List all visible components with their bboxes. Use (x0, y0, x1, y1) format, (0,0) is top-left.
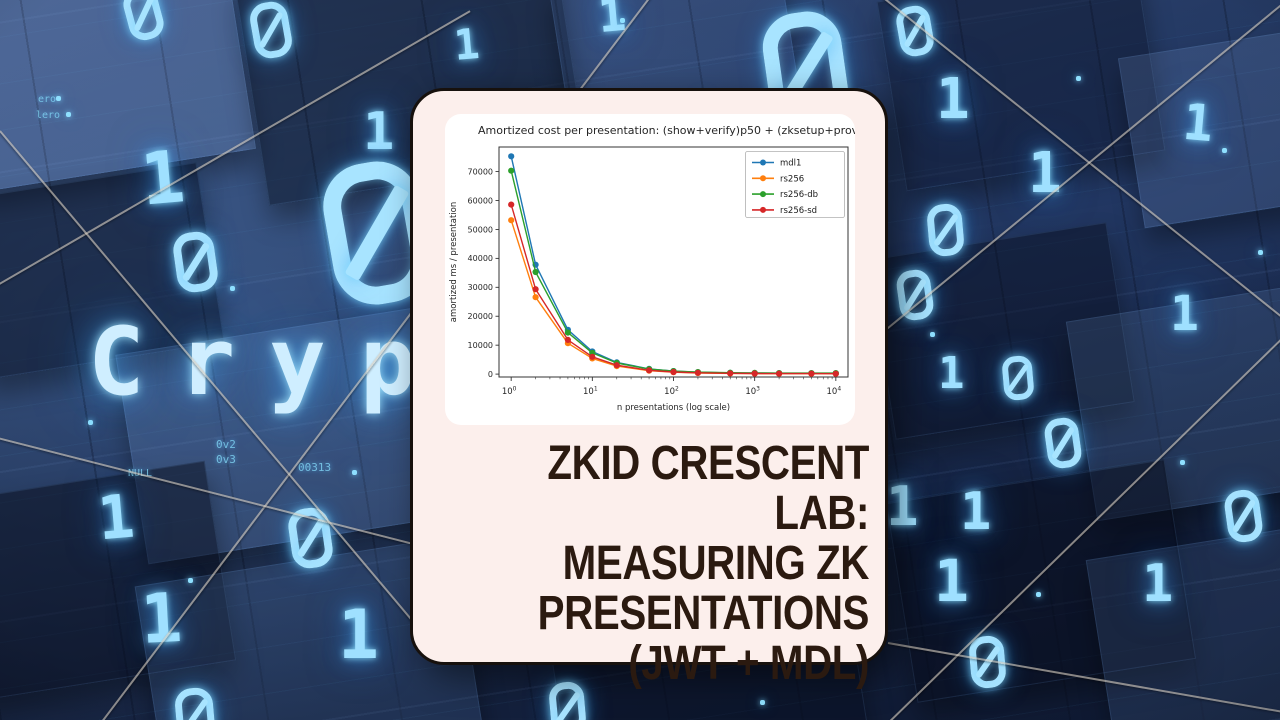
headline-line: PRESENTATIONS (537, 586, 870, 640)
poster-card: Amortized cost per presentation: (show+v… (410, 88, 888, 688)
series-rs256-sd (508, 201, 839, 377)
y-axis-label: amortized ms / presentation (449, 202, 459, 322)
y-tick-label: 40000 (468, 254, 493, 263)
x-tick-label: 104 (826, 386, 841, 398)
legend-label: rs256 (780, 174, 804, 184)
x-tick-label: 102 (664, 386, 679, 398)
poster-headline: ZKID CRESCENT LAB: MEASURING ZK PRESENTA… (489, 437, 870, 690)
chart-legend: mdl1 rs256 rs256-db rs256-sd (745, 151, 845, 218)
legend-label: rs256-sd (780, 206, 817, 216)
y-tick-label: 10000 (468, 341, 493, 350)
headline-line: ZKID CRESCENT LAB: (547, 437, 869, 540)
x-tick-label: 103 (745, 386, 760, 398)
x-tick-label: 101 (583, 386, 598, 398)
y-tick-label: 60000 (468, 196, 493, 205)
cost-chart: 0 10000 20000 30000 40000 50000 60000 70000 100 1… (449, 146, 849, 413)
legend-label: rs256-db (780, 190, 818, 200)
x-axis-label: n presentations (log scale) (617, 403, 730, 413)
y-tick-label: 50000 (468, 225, 493, 234)
y-tick-label: 0 (488, 370, 493, 379)
y-tick-label: 70000 (468, 167, 493, 176)
headline-line: MEASURING ZK (562, 536, 870, 590)
headline-line: (JWT + MDL) (628, 636, 869, 690)
y-tick-label: 20000 (468, 312, 493, 321)
y-tick-label: 30000 (468, 283, 493, 292)
chart-figure: Amortized cost per presentation: (show+v… (445, 114, 855, 425)
x-tick-label: 100 (502, 386, 517, 398)
chart-title: Amortized cost per presentation: (show+v… (478, 124, 855, 137)
legend-label: mdl1 (780, 159, 801, 169)
